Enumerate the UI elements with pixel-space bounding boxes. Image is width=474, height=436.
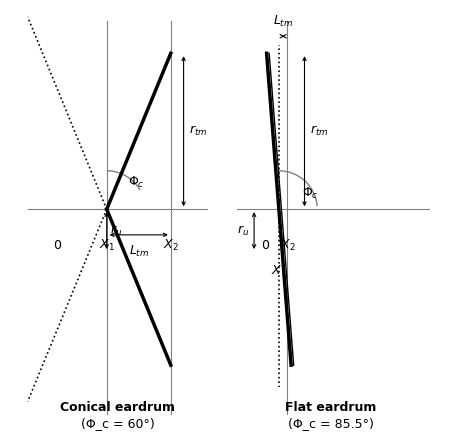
Text: Flat eardrum: Flat eardrum: [285, 402, 377, 414]
Text: $X_2$: $X_2$: [163, 238, 179, 253]
Text: $L_{tm}$: $L_{tm}$: [273, 14, 293, 28]
Text: (Φ_c = 60°): (Φ_c = 60°): [81, 417, 154, 430]
Text: $L_{tm}$: $L_{tm}$: [128, 244, 149, 259]
Text: (Φ_c = 85.5°): (Φ_c = 85.5°): [288, 417, 374, 430]
Text: $\Phi_c$: $\Phi_c$: [302, 186, 319, 201]
Text: $X_1$: $X_1$: [271, 264, 287, 279]
Text: Conical eardrum: Conical eardrum: [60, 402, 175, 414]
Text: $\Phi_c$: $\Phi_c$: [128, 175, 145, 190]
Text: $r_{tm}$: $r_{tm}$: [189, 124, 207, 138]
Text: $r_u$: $r_u$: [110, 224, 122, 238]
Text: $r_u$: $r_u$: [237, 224, 249, 238]
Text: $r_{tm}$: $r_{tm}$: [310, 124, 328, 138]
Text: $X_1$: $X_1$: [99, 238, 115, 253]
Text: 0: 0: [54, 239, 62, 252]
Text: 0: 0: [261, 239, 269, 252]
Text: $X_2$: $X_2$: [280, 238, 295, 253]
